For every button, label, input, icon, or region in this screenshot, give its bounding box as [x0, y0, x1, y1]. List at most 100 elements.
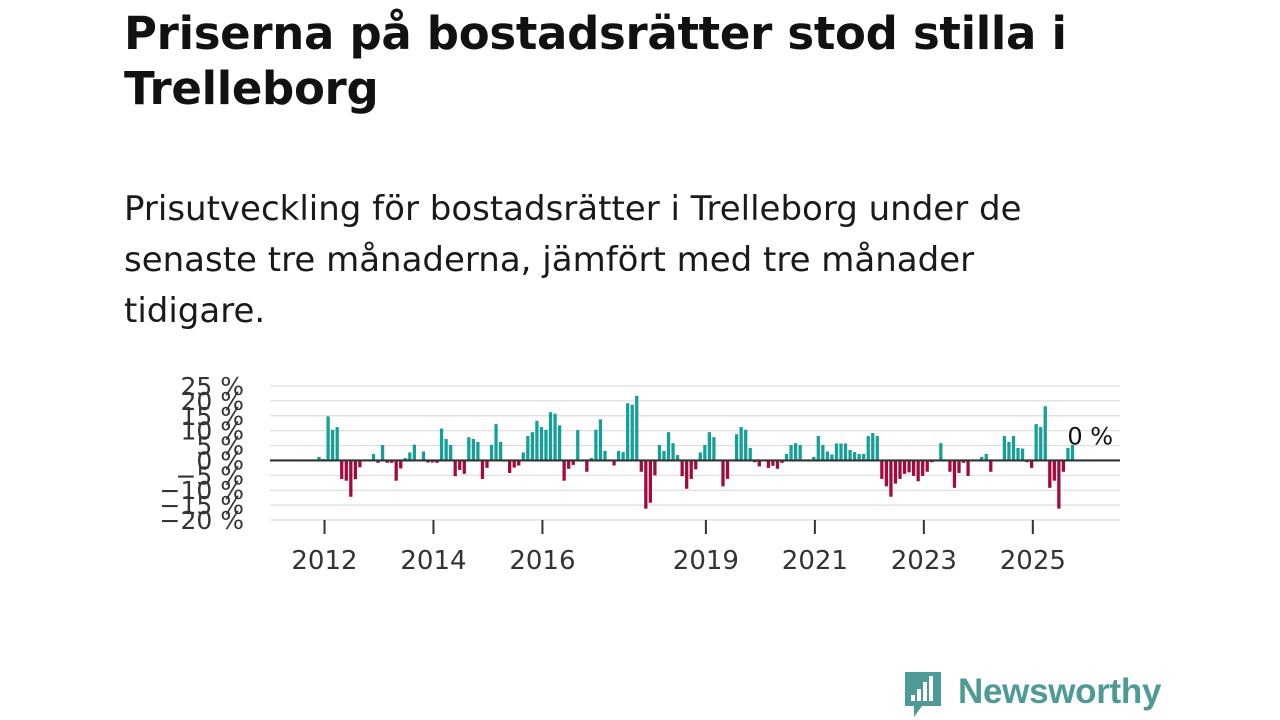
bar — [530, 432, 534, 461]
bar — [349, 460, 353, 497]
bar — [371, 453, 376, 461]
y-tick-label: −5 % — [175, 461, 244, 490]
bar — [966, 460, 970, 476]
bar — [862, 453, 866, 461]
bar — [453, 460, 457, 477]
bar — [757, 460, 761, 467]
bar — [421, 451, 426, 461]
bar — [852, 452, 857, 461]
bar — [698, 452, 702, 461]
bar — [648, 460, 653, 503]
bar — [344, 460, 348, 481]
bar — [521, 452, 525, 461]
bar — [353, 460, 357, 480]
price-change-chart: 25 %20 %15 %10 %5 %0 %−5 %−10 %−15 %−20 … — [160, 372, 1120, 576]
bar — [898, 460, 902, 479]
bar — [462, 460, 466, 474]
bar — [744, 429, 748, 461]
bar — [476, 441, 480, 461]
bar — [875, 436, 879, 461]
bar — [989, 460, 993, 472]
bar — [925, 460, 929, 472]
bar — [1070, 444, 1075, 461]
bar — [961, 460, 966, 463]
bar — [793, 443, 798, 461]
bar — [834, 443, 839, 461]
bar — [939, 443, 943, 461]
bar — [385, 460, 389, 463]
bar — [889, 460, 893, 497]
bar — [489, 444, 494, 461]
bar — [1007, 441, 1011, 461]
bar-chart-speech-icon — [905, 672, 941, 717]
bar — [1029, 460, 1034, 468]
bar — [902, 460, 907, 474]
x-tick-label: 2021 — [782, 546, 848, 576]
y-tick-label: 15 % — [180, 402, 244, 431]
bar — [675, 455, 680, 461]
bar — [1048, 460, 1052, 488]
bar — [562, 460, 566, 481]
bar — [317, 456, 321, 461]
bar — [376, 460, 380, 463]
bar — [725, 460, 730, 479]
x-tick-label: 2019 — [673, 546, 739, 576]
bar — [1057, 460, 1061, 509]
bar — [644, 460, 648, 509]
bar — [394, 460, 398, 481]
bar — [526, 436, 530, 461]
bar — [435, 460, 439, 463]
bar — [703, 444, 707, 461]
bar — [512, 460, 516, 468]
bar — [594, 429, 598, 461]
bar — [830, 454, 834, 461]
bar — [1061, 460, 1066, 472]
bar — [639, 460, 643, 472]
bar — [612, 460, 616, 466]
bar — [390, 460, 394, 463]
bar — [331, 429, 335, 461]
bar — [662, 450, 666, 461]
bar — [412, 444, 416, 461]
y-tick-label: 10 % — [180, 417, 244, 446]
y-tick-label: 5 % — [196, 432, 244, 461]
bar — [843, 443, 848, 461]
bar — [1034, 424, 1038, 461]
bar — [508, 460, 512, 473]
bar — [1039, 427, 1043, 461]
bar — [766, 460, 771, 468]
y-axis-labels: 25 %20 %15 %10 %5 %0 %−5 %−10 %−15 %−20 … — [160, 372, 244, 535]
bar — [866, 436, 870, 461]
bar — [893, 460, 898, 484]
bar — [444, 439, 448, 461]
bar — [1011, 436, 1016, 461]
bar — [548, 412, 553, 461]
bar — [498, 441, 503, 461]
bar — [657, 444, 662, 461]
y-tick-label: −20 % — [160, 506, 244, 535]
bar — [621, 452, 625, 461]
bar — [771, 460, 775, 466]
bar — [1002, 436, 1007, 461]
bar — [458, 460, 462, 470]
bar — [984, 453, 988, 461]
grid-lines — [270, 385, 1120, 521]
bar — [880, 460, 884, 479]
bar — [408, 452, 412, 461]
bar — [689, 460, 693, 479]
bar — [603, 450, 607, 461]
bar — [957, 460, 961, 473]
y-tick-label: 20 % — [180, 387, 244, 416]
y-tick-label: −10 % — [160, 476, 244, 505]
bar — [467, 437, 471, 461]
bar — [358, 460, 362, 468]
bar — [857, 453, 861, 461]
x-tick-label: 2025 — [1000, 546, 1066, 576]
bar — [567, 460, 571, 469]
bar — [471, 439, 475, 461]
y-tick-label: −15 % — [160, 491, 244, 520]
bar — [784, 453, 789, 461]
bar — [589, 458, 593, 461]
bar — [539, 427, 544, 461]
x-tick-label: 2014 — [400, 546, 466, 576]
